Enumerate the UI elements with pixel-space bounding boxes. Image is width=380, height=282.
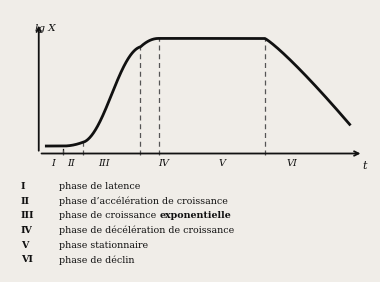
- Text: V: V: [219, 159, 226, 168]
- Text: phase de croissance: phase de croissance: [59, 211, 159, 220]
- Text: VI: VI: [287, 159, 298, 168]
- Text: exponentielle: exponentielle: [159, 211, 231, 220]
- Text: phase stationnaire: phase stationnaire: [59, 241, 148, 250]
- Text: I: I: [21, 182, 25, 191]
- Text: III: III: [98, 159, 110, 168]
- Text: II: II: [67, 159, 75, 168]
- Text: phase de latence: phase de latence: [59, 182, 140, 191]
- Text: t: t: [362, 161, 366, 171]
- Text: II: II: [21, 197, 30, 206]
- Text: V: V: [21, 241, 28, 250]
- Text: lg X: lg X: [35, 24, 55, 33]
- Text: phase de décélération de croissance: phase de décélération de croissance: [59, 226, 234, 235]
- Text: I: I: [51, 159, 55, 168]
- Text: IV: IV: [158, 159, 169, 168]
- Text: III: III: [21, 211, 35, 220]
- Text: VI: VI: [21, 255, 33, 264]
- Text: phase de déclin: phase de déclin: [59, 255, 135, 265]
- Text: IV: IV: [21, 226, 33, 235]
- Text: phase d’accélération de croissance: phase d’accélération de croissance: [59, 197, 228, 206]
